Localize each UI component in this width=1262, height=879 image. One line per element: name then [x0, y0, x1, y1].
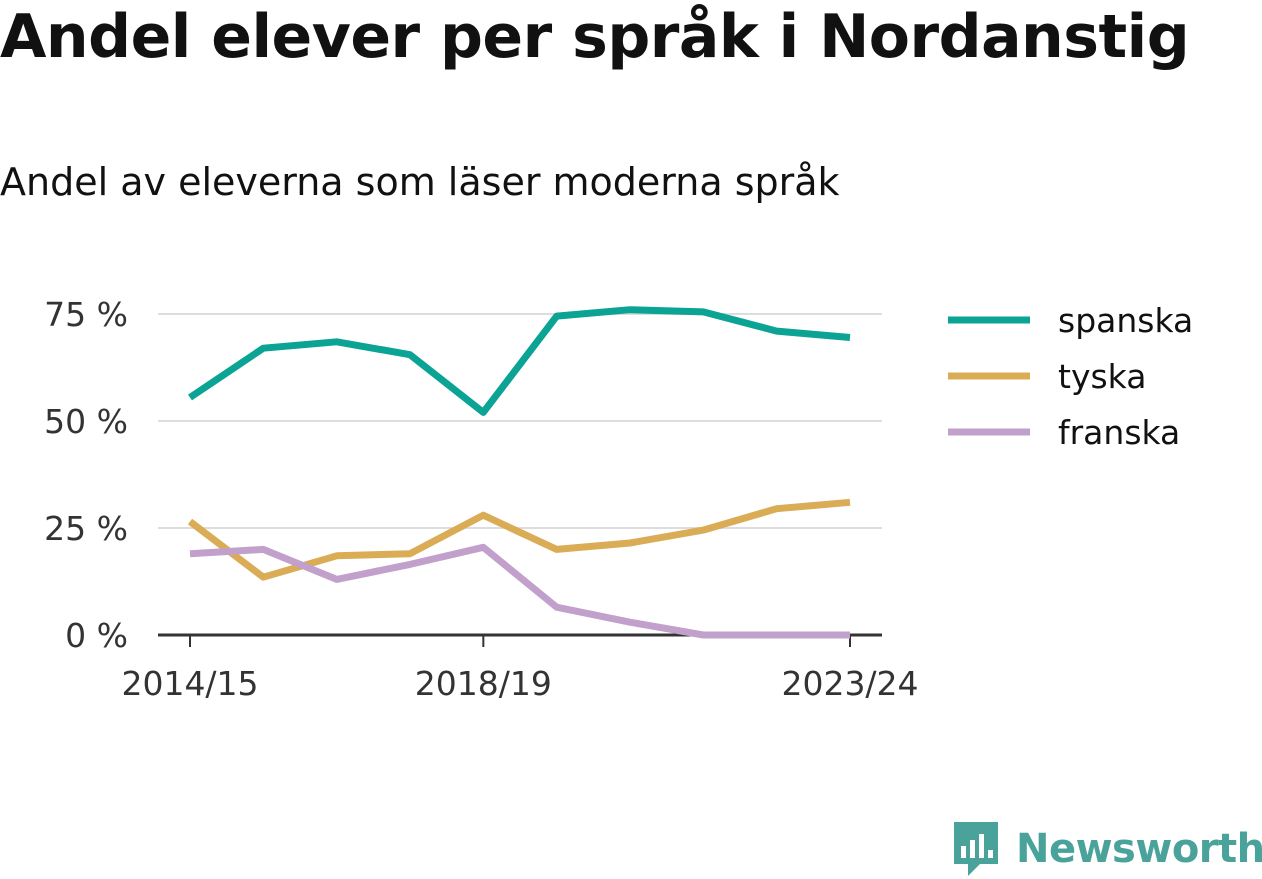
series-line-spanska — [188, 306, 851, 416]
legend-label-franska: franska — [1058, 413, 1180, 452]
x-tick-label: 2023/24 — [781, 664, 918, 703]
series-line-tyska — [187, 498, 851, 581]
y-tick-label: 0 % — [65, 616, 128, 655]
newsworthy-logo-icon — [954, 822, 998, 876]
series-line-franska — [189, 543, 850, 639]
legend-label-tyska: tyska — [1058, 357, 1146, 396]
y-tick-label: 25 % — [44, 509, 128, 548]
chart-title: Andel elever per språk i Nordanstig — [0, 2, 1190, 72]
legend-label-spanska: spanska — [1058, 301, 1193, 340]
y-tick-label: 75 % — [44, 295, 128, 334]
newsworthy-logo-text: Newsworthy — [1016, 826, 1262, 872]
chart-subtitle: Andel av eleverna som läser moderna språ… — [0, 160, 840, 204]
x-tick-label: 2018/19 — [415, 664, 552, 703]
newsworthy-logo: Newsworthy — [950, 820, 1262, 878]
y-tick-label: 50 % — [44, 402, 128, 441]
x-tick-label: 2014/15 — [121, 664, 258, 703]
